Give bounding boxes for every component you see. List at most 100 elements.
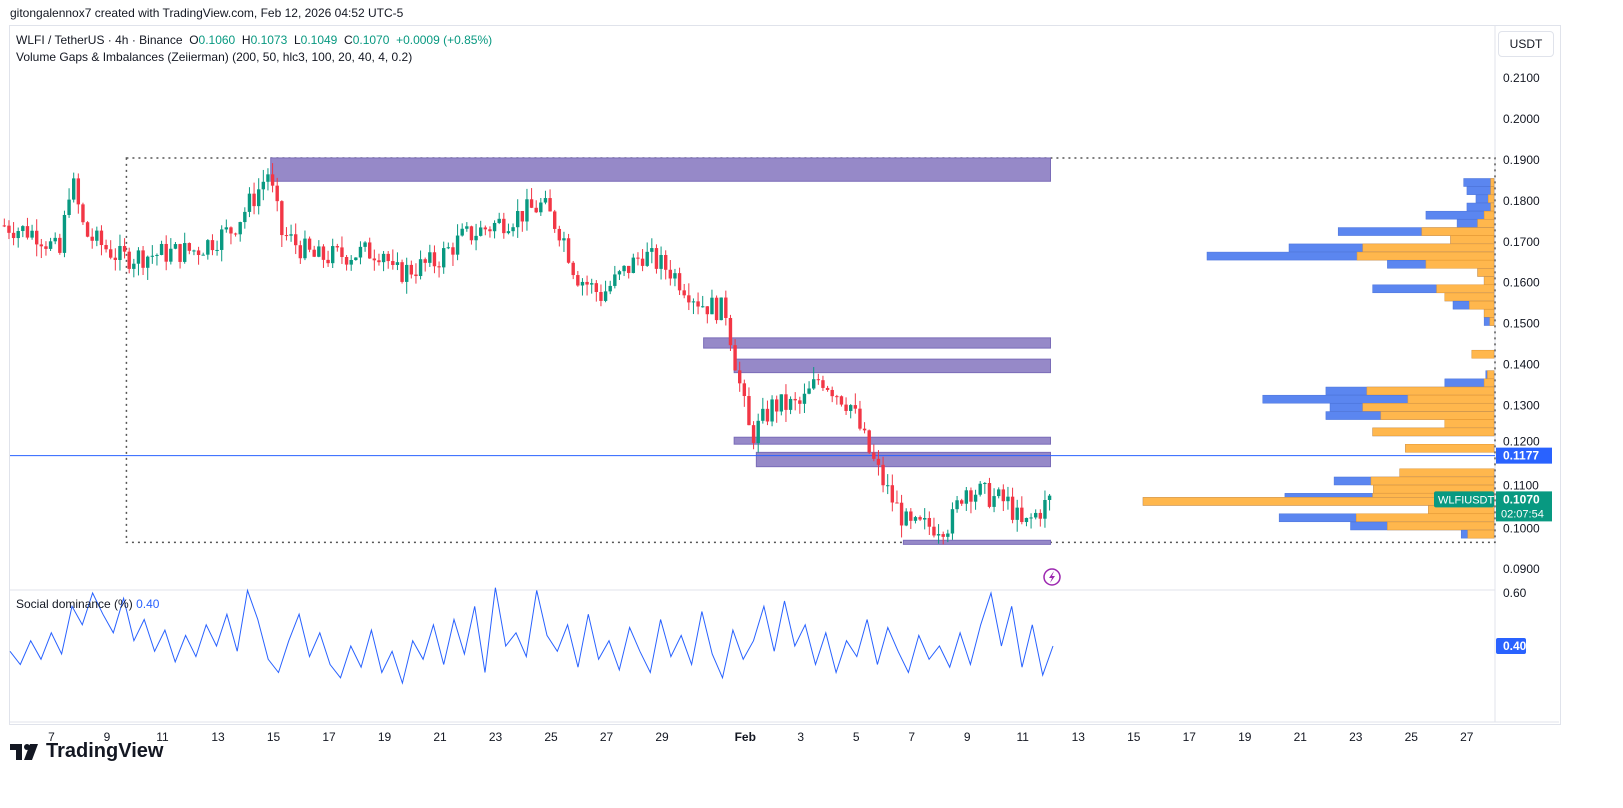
candle-body (701, 306, 705, 308)
price-tick-label: 0.2000 (1503, 112, 1540, 126)
candle-body (428, 252, 432, 263)
social-value-label: 0.40 (1503, 639, 1527, 653)
candle-body (830, 389, 834, 397)
candle-body (733, 345, 737, 371)
volume-profile-bar-orange (1407, 394, 1495, 404)
candle-body (122, 246, 127, 252)
time-tick-label: 7 (48, 730, 55, 744)
candle-body (1024, 517, 1029, 523)
candle-body (557, 228, 562, 241)
volume-profile-bar-orange (1471, 349, 1495, 359)
candle-body (867, 430, 871, 453)
candle-body (747, 396, 751, 426)
candle-body (502, 218, 506, 234)
hline-price-tag (1496, 447, 1552, 464)
candle-body (654, 248, 659, 269)
candle-body (469, 226, 474, 241)
candle-body (349, 260, 353, 265)
time-tick-label: 25 (544, 730, 558, 744)
candle-body (224, 227, 229, 230)
candle-body (946, 533, 950, 537)
candle-body (492, 222, 497, 232)
price-tick-label: 0.1200 (1503, 435, 1540, 449)
volume-profile-bar-orange (1425, 260, 1495, 269)
close-value: 0.1070 (352, 33, 390, 47)
candle-body (252, 193, 256, 207)
high-value: 0.1073 (250, 33, 288, 47)
time-tick-label: 13 (211, 730, 225, 744)
volume-profile-bar-orange (1489, 317, 1495, 326)
candle-body (664, 254, 668, 270)
volume-profile-bar-orange (1477, 268, 1495, 277)
close-label: C (344, 33, 353, 47)
candle-body (742, 383, 747, 397)
range-box (125, 157, 1496, 544)
candle-body (936, 534, 941, 536)
candle-body (497, 218, 501, 223)
candle-body (881, 464, 885, 486)
candle-body (751, 425, 756, 444)
candle-body (303, 238, 307, 259)
candle-body (437, 266, 441, 268)
imbalance-zone (703, 337, 1051, 349)
time-tick-label: 17 (1183, 730, 1197, 744)
candle-body (423, 259, 427, 263)
volume-profile-bar-orange (1490, 202, 1495, 212)
candle-body (511, 227, 515, 232)
candle-body (1043, 499, 1047, 519)
candle-body (839, 396, 844, 405)
time-tick-label: 3 (797, 730, 804, 744)
candle-body (99, 230, 104, 246)
candle-body (146, 256, 150, 268)
candle-body (451, 247, 455, 255)
candle-body (280, 201, 284, 236)
candle-body (534, 207, 538, 213)
candle-body (270, 174, 275, 186)
time-tick-label: 27 (1460, 730, 1474, 744)
candle-body (1010, 496, 1015, 520)
currency-button[interactable]: USDT (1498, 31, 1554, 57)
candle-body (553, 211, 557, 229)
candle-body (835, 396, 839, 398)
candle-body (617, 271, 622, 275)
imbalance-zone (733, 358, 1052, 374)
candle-body (257, 189, 261, 207)
price-tick-label: 0.0900 (1503, 562, 1540, 576)
candle-body (608, 285, 612, 292)
indicator-legend[interactable]: Volume Gaps & Imbalances (Zeiierman) (20… (16, 50, 413, 64)
event-icon (1043, 568, 1061, 586)
social-axis-label: 0.60 (1503, 586, 1527, 600)
candle-body (243, 211, 247, 223)
candle-body (659, 254, 663, 269)
candle-body (807, 388, 811, 394)
chart-frame (9, 25, 1561, 725)
social-dominance-legend[interactable]: Social dominance (%) 0.40 (16, 597, 159, 611)
candle-body (455, 235, 460, 255)
candle-body (312, 249, 316, 257)
candle-body (955, 500, 959, 510)
candle-body (229, 227, 233, 234)
candle-body (136, 250, 141, 264)
candle-body (520, 211, 525, 222)
social-label: Social dominance (%) (16, 597, 133, 611)
candle-body (409, 264, 414, 275)
low-label: L (293, 33, 301, 47)
tradingview-logo[interactable]: TradingView (10, 740, 163, 763)
candle-body (266, 174, 270, 182)
price-tick-label: 0.1600 (1503, 276, 1540, 290)
volume-profile-bar-orange (1490, 186, 1495, 195)
candle-body (631, 257, 636, 273)
candle-body (331, 246, 335, 264)
candle-body (1029, 517, 1033, 519)
candle-body (1015, 507, 1019, 520)
candle-body (30, 230, 34, 238)
price-tick-label: 0.1700 (1503, 235, 1540, 249)
candle-body (960, 500, 964, 504)
candle-body (571, 262, 575, 276)
candle-body (756, 420, 760, 444)
volume-profile-bar-orange (1444, 292, 1495, 302)
symbol-legend[interactable]: WLFI / TetherUS · 4h · Binance O0.1060 H… (16, 33, 492, 47)
candle-body (21, 226, 25, 232)
candle-body (358, 246, 363, 258)
